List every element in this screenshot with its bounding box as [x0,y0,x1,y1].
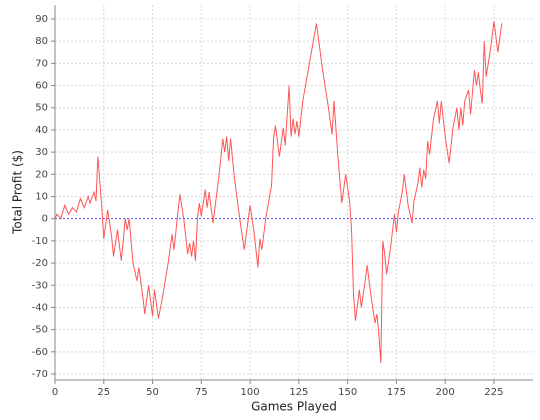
y-tick-label: -60 [32,347,48,358]
y-tick-label: -70 [32,369,48,380]
y-tick-label: 20 [35,169,48,180]
y-tick-label: 60 [35,81,48,92]
y-tick-label: 70 [35,58,48,69]
x-tick-label: 100 [241,387,260,398]
y-tick-label: -40 [32,302,48,313]
y-tick-label: -50 [32,325,48,336]
y-axis-title: Total Profit ($) [11,150,25,235]
x-axis-title: Games Played [251,400,337,414]
y-tick-label: 10 [35,191,48,202]
y-tick-label: -10 [32,236,48,247]
x-tick-label: 75 [195,387,208,398]
y-tick-label: 40 [35,125,48,136]
plot-area [55,5,533,380]
y-tick-label: -20 [32,258,48,269]
y-tick-label: 50 [35,103,48,114]
x-tick-label: 200 [436,387,455,398]
x-tick-label: 25 [97,387,110,398]
x-tick-label: 225 [484,387,503,398]
x-tick-label: 175 [387,387,406,398]
y-tick-label: 80 [35,36,48,47]
x-tick-label: 125 [289,387,308,398]
y-tick-label: 0 [42,214,48,225]
y-tick-label: 90 [35,14,48,25]
x-tick-label: 50 [146,387,159,398]
data-line [54,21,503,363]
x-tick-label: 150 [338,387,357,398]
y-tick-label: 30 [35,147,48,158]
y-tick-label: -30 [32,280,48,291]
x-tick-label: 0 [52,387,58,398]
